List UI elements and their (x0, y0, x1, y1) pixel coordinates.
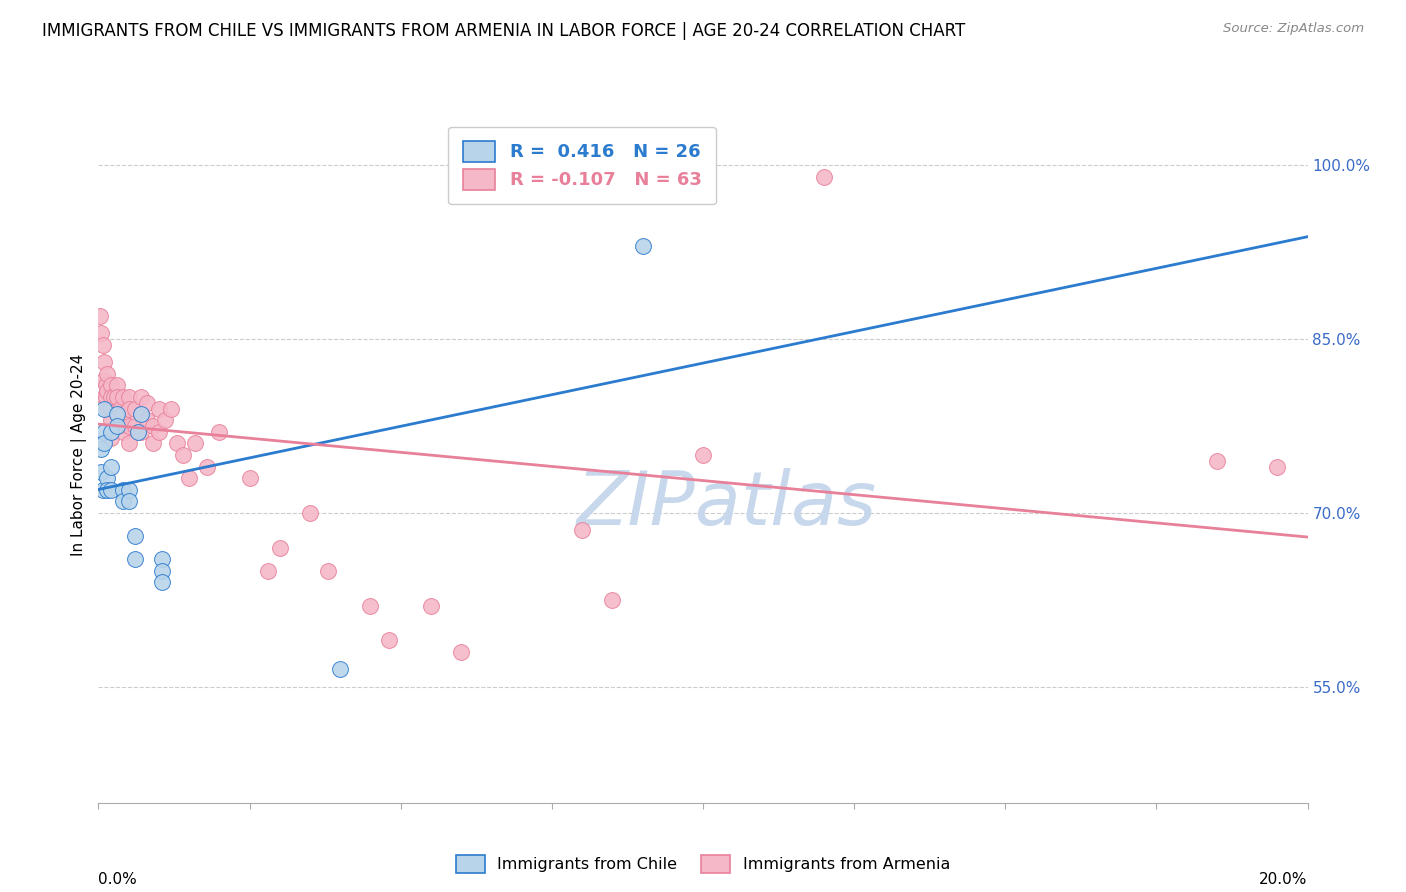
Point (239, 471, 262, 485)
Point (103, 390, 125, 404)
Point (105, 407, 128, 422)
Point (127, 425, 149, 439)
Point (118, 390, 141, 404)
Point (93, 373, 115, 387)
Point (129, 425, 152, 439)
Point (135, 413, 157, 427)
Point (316, 564, 339, 578)
Point (631, 239, 654, 253)
Point (135, 396, 157, 410)
Point (148, 401, 170, 416)
Point (813, 169, 835, 184)
Point (93, 425, 115, 439)
Point (111, 425, 134, 439)
Point (118, 419, 141, 434)
Point (124, 419, 146, 434)
Point (692, 448, 714, 462)
Point (118, 436, 141, 450)
Point (96, 367, 118, 381)
Text: 20.0%: 20.0% (1260, 872, 1308, 888)
Point (96, 390, 118, 404)
Point (360, 599, 382, 613)
Point (111, 407, 134, 422)
Legend: Immigrants from Chile, Immigrants from Armenia: Immigrants from Chile, Immigrants from A… (450, 848, 956, 880)
Point (100, 431, 122, 445)
Point (108, 401, 131, 416)
Point (129, 390, 152, 404)
Point (377, 633, 399, 648)
Legend: R =  0.416   N = 26, R = -0.107   N = 63: R = 0.416 N = 26, R = -0.107 N = 63 (449, 127, 716, 204)
Point (100, 413, 122, 427)
Point (96, 401, 118, 416)
Y-axis label: In Labor Force | Age 20-24: In Labor Force | Age 20-24 (72, 354, 87, 556)
Point (450, 645, 472, 659)
Point (100, 378, 122, 392)
Point (100, 459, 122, 474)
Point (93, 436, 115, 450)
Point (96, 384, 118, 398)
Point (93, 355, 115, 369)
Point (100, 483, 122, 497)
Point (118, 483, 141, 497)
Point (96, 483, 118, 497)
Point (93, 390, 115, 404)
Point (90, 466, 112, 480)
Point (100, 401, 122, 416)
Point (172, 448, 194, 462)
Point (124, 529, 146, 543)
Point (118, 401, 141, 416)
Point (105, 407, 128, 422)
Point (89, 309, 111, 323)
Point (602, 592, 624, 607)
Point (118, 494, 141, 508)
Point (299, 506, 322, 520)
Point (160, 401, 183, 416)
Text: Source: ZipAtlas.com: Source: ZipAtlas.com (1223, 22, 1364, 36)
Point (111, 494, 134, 508)
Point (420, 599, 443, 613)
Point (129, 407, 152, 422)
Point (1206, 453, 1229, 467)
Point (329, 663, 352, 677)
Point (91, 483, 114, 497)
Point (148, 425, 170, 439)
Point (105, 390, 128, 404)
Point (179, 471, 201, 485)
Point (105, 378, 128, 392)
Point (93, 401, 115, 416)
Point (150, 564, 173, 578)
Point (142, 419, 165, 434)
Point (96, 471, 118, 485)
Point (150, 552, 173, 566)
Point (100, 425, 122, 439)
Point (1267, 459, 1289, 474)
Point (90, 442, 112, 457)
Point (184, 436, 207, 450)
Point (105, 419, 128, 434)
Text: 0.0%: 0.0% (98, 872, 138, 888)
Point (129, 407, 152, 422)
Point (256, 564, 278, 578)
Point (153, 413, 176, 427)
Point (94, 378, 117, 392)
Point (208, 425, 231, 439)
Point (124, 401, 146, 416)
Point (150, 575, 173, 590)
Point (571, 523, 593, 537)
Point (111, 483, 134, 497)
Text: IMMIGRANTS FROM CHILE VS IMMIGRANTS FROM ARMENIA IN LABOR FORCE | AGE 20-24 CORR: IMMIGRANTS FROM CHILE VS IMMIGRANTS FROM… (42, 22, 966, 40)
Point (269, 541, 291, 555)
Point (124, 552, 146, 566)
Point (91, 338, 114, 352)
Text: ZIPatlas: ZIPatlas (576, 467, 877, 540)
Point (166, 436, 188, 450)
Point (90, 326, 112, 341)
Point (195, 459, 218, 474)
Point (100, 390, 122, 404)
Point (108, 419, 131, 434)
Point (111, 390, 134, 404)
Point (142, 436, 165, 450)
